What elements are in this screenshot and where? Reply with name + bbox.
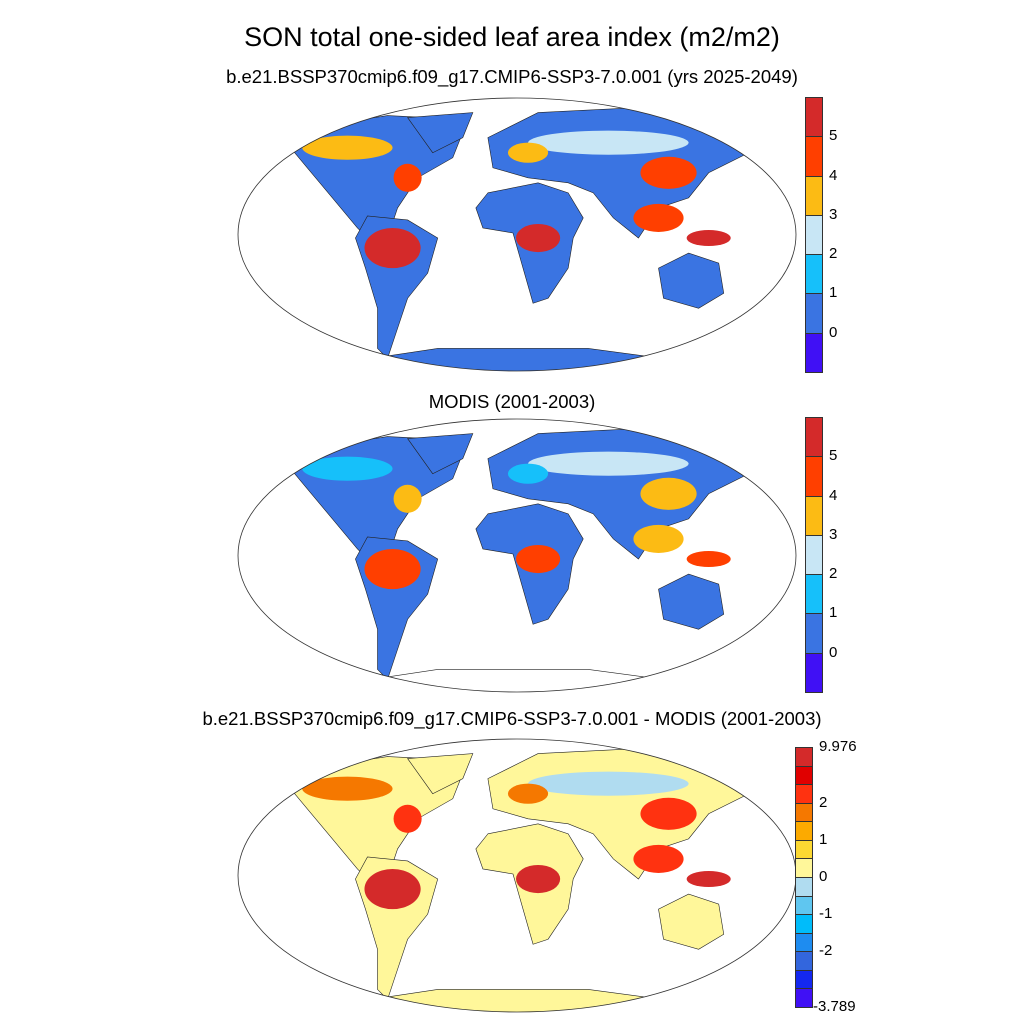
colorbar-label: 5 bbox=[829, 447, 838, 465]
colorbar-box bbox=[795, 877, 813, 897]
boreal-eurasia-field bbox=[528, 771, 689, 796]
colorbar-label: -2 bbox=[819, 942, 833, 960]
colorbar-label: 0 bbox=[829, 323, 838, 341]
indonesia-field bbox=[686, 229, 731, 247]
amazon-field bbox=[364, 227, 421, 269]
boreal-na-field bbox=[302, 135, 393, 160]
colorbar-label: 2 bbox=[829, 245, 838, 263]
amazon-field bbox=[364, 548, 421, 590]
colorbar-label: 3 bbox=[829, 205, 838, 223]
colorbar-box bbox=[805, 293, 823, 334]
colorbar-box bbox=[795, 839, 813, 860]
europe-field bbox=[507, 783, 549, 804]
panel-2-subtitle: MODIS (2001-2003) bbox=[428, 391, 596, 412]
map-border bbox=[237, 418, 797, 693]
colorbar-label: 9.976 bbox=[819, 738, 857, 755]
se-asia-field bbox=[633, 524, 684, 553]
colorbar-box bbox=[795, 765, 813, 786]
colorbar-box bbox=[805, 495, 823, 536]
colorbar-label: 4 bbox=[829, 486, 838, 504]
se-asia-field bbox=[633, 844, 684, 873]
indonesia-field bbox=[686, 550, 731, 568]
indonesia-field bbox=[686, 870, 731, 888]
colorbar-box bbox=[795, 784, 813, 804]
colorbar-label: 0 bbox=[819, 868, 828, 885]
colorbar-box bbox=[805, 136, 823, 177]
colorbar-label: 0 bbox=[829, 643, 838, 661]
colorbar-label: 5 bbox=[829, 127, 838, 145]
panel-3-subtitle: b.e21.BSSP370cmip6.f09_g17.CMIP6-SSP3-7.… bbox=[202, 708, 822, 729]
east-us-field bbox=[393, 484, 422, 513]
greenland-region bbox=[407, 433, 474, 475]
panel-2-map bbox=[237, 418, 797, 693]
europe-field bbox=[507, 463, 549, 484]
colorbar-label: 3 bbox=[829, 525, 838, 543]
boreal-eurasia-field bbox=[528, 451, 689, 476]
colorbar-label: 1 bbox=[829, 604, 838, 622]
colorbar-box bbox=[805, 417, 823, 458]
congo-field bbox=[515, 864, 561, 894]
colorbar-box bbox=[805, 613, 823, 654]
colorbar-box bbox=[795, 821, 813, 841]
map-land bbox=[281, 748, 750, 1012]
panel-3-map bbox=[237, 738, 797, 1013]
colorbar-box bbox=[795, 932, 813, 953]
colorbar-label: -1 bbox=[819, 905, 833, 923]
colorbar-label: 4 bbox=[829, 166, 838, 184]
colorbar-box bbox=[805, 456, 823, 497]
colorbar-label: 2 bbox=[829, 565, 838, 583]
greenland-region bbox=[407, 753, 474, 795]
colorbar-box bbox=[805, 574, 823, 615]
colorbar-box bbox=[795, 895, 813, 916]
east-asia-field bbox=[640, 156, 697, 189]
colorbar-box bbox=[795, 747, 813, 767]
congo-field bbox=[515, 544, 561, 574]
amazon-field bbox=[364, 868, 421, 910]
colorbar-label: -3.789 bbox=[813, 998, 856, 1015]
greenland-region bbox=[407, 112, 474, 154]
australia-region bbox=[658, 893, 725, 950]
map-land bbox=[281, 428, 750, 692]
panel-1-subtitle: b.e21.BSSP370cmip6.f09_g17.CMIP6-SSP3-7.… bbox=[226, 66, 798, 87]
figure-title: SON total one-sided leaf area index (m2/… bbox=[244, 22, 780, 52]
colorbar-box bbox=[805, 332, 823, 373]
colorbar-label: 2 bbox=[819, 793, 828, 811]
map-land bbox=[281, 107, 750, 371]
east-asia-field bbox=[640, 477, 697, 510]
australia-region bbox=[658, 252, 725, 309]
colorbar-box bbox=[805, 652, 823, 693]
boreal-na-field bbox=[302, 776, 393, 801]
boreal-eurasia-field bbox=[528, 130, 689, 155]
colorbar-box bbox=[795, 802, 813, 823]
colorbar-box bbox=[805, 97, 823, 138]
east-us-field bbox=[393, 163, 422, 192]
colorbar-box bbox=[805, 254, 823, 295]
colorbar-box bbox=[795, 951, 813, 971]
colorbar-box bbox=[805, 534, 823, 576]
congo-field bbox=[515, 223, 561, 253]
colorbar-label: 1 bbox=[819, 830, 828, 848]
colorbar-box bbox=[805, 175, 823, 216]
east-us-field bbox=[393, 804, 422, 833]
boreal-na-field bbox=[302, 456, 393, 481]
colorbar-box bbox=[805, 214, 823, 256]
europe-field bbox=[507, 142, 549, 163]
map-border bbox=[237, 97, 797, 372]
australia-region bbox=[658, 573, 725, 630]
colorbar-box bbox=[795, 858, 813, 878]
panel-1-map bbox=[237, 97, 797, 372]
colorbar-box bbox=[795, 914, 813, 934]
colorbar-box bbox=[795, 969, 813, 990]
colorbar-label: 1 bbox=[829, 284, 838, 302]
se-asia-field bbox=[633, 203, 684, 232]
east-asia-field bbox=[640, 797, 697, 830]
colorbar-box bbox=[795, 988, 813, 1008]
